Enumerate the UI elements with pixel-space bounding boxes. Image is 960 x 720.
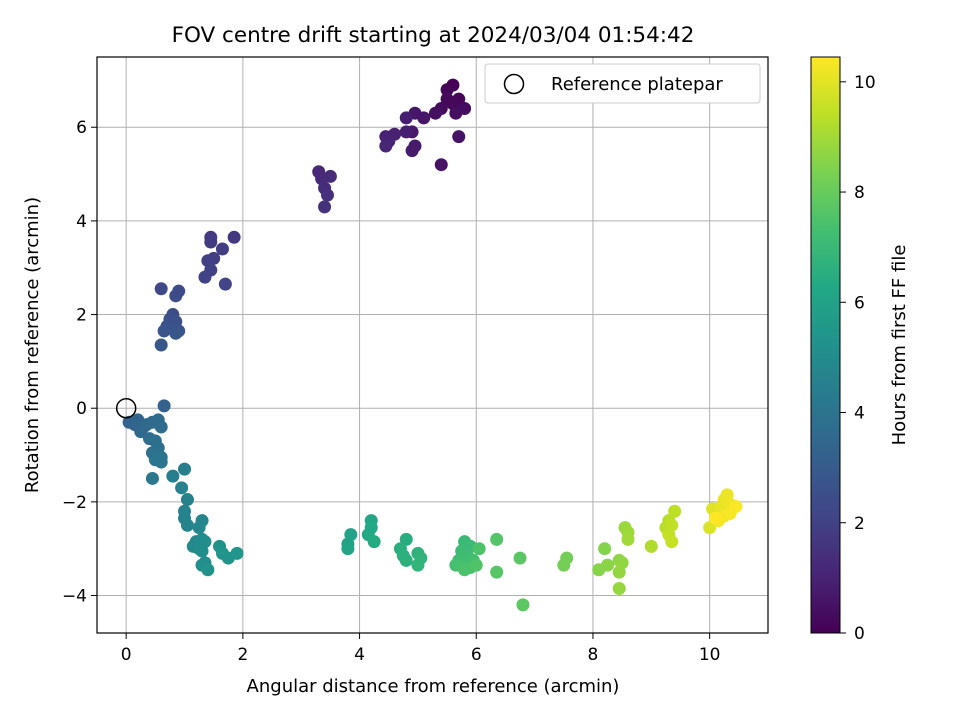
data-point <box>323 169 337 183</box>
data-point <box>490 532 504 546</box>
grid-lines <box>97 57 768 633</box>
data-point <box>411 558 425 572</box>
y-tick-label: 4 <box>76 212 87 232</box>
data-point <box>169 289 183 303</box>
colorbar-gradient <box>810 56 841 634</box>
data-point <box>192 521 206 535</box>
data-point <box>440 92 454 106</box>
data-point <box>428 106 442 120</box>
x-tick-label: 10 <box>699 645 721 665</box>
y-axis-label: Rotation from reference (arcmin) <box>22 197 43 493</box>
legend-entry-reference: Reference platepar <box>551 74 723 95</box>
data-point <box>490 565 504 579</box>
chart-title: FOV centre drift starting at 2024/03/04 … <box>172 23 695 48</box>
data-point <box>169 326 183 340</box>
data-point <box>399 125 413 139</box>
data-point <box>405 144 419 158</box>
data-point <box>399 111 413 125</box>
x-tick-label: 2 <box>237 645 248 665</box>
reference-platepar-marker <box>115 397 137 419</box>
colorbar-tick-label: 8 <box>854 183 865 203</box>
x-axis-label: Angular distance from reference (arcmin) <box>247 676 620 697</box>
data-point <box>198 270 212 284</box>
data-point <box>516 598 530 612</box>
data-point <box>598 542 612 556</box>
data-point <box>379 139 393 153</box>
data-point <box>218 277 232 291</box>
y-tick-label: 2 <box>76 306 87 326</box>
data-point <box>154 420 168 434</box>
data-point <box>729 500 743 514</box>
data-point <box>399 532 413 546</box>
data-point <box>668 504 682 518</box>
data-point <box>612 565 626 579</box>
x-axis-ticks: 0 2 4 6 8 10 <box>121 633 721 665</box>
data-point <box>708 511 722 525</box>
colorbar-tick-label: 4 <box>854 404 865 424</box>
data-point <box>154 455 168 469</box>
data-point <box>434 158 448 172</box>
data-point <box>452 130 466 144</box>
data-points <box>122 78 743 612</box>
data-point <box>703 521 717 535</box>
reference-marker <box>115 397 137 419</box>
data-point <box>157 399 171 413</box>
colorbar-label: Hours from first FF file <box>889 245 910 446</box>
x-tick-label: 6 <box>471 645 482 665</box>
x-tick-label: 4 <box>354 645 365 665</box>
legend: Reference platepar <box>484 63 761 104</box>
data-point <box>145 471 159 485</box>
data-point <box>513 551 527 565</box>
data-point <box>399 553 413 567</box>
data-point <box>178 462 192 476</box>
y-tick-label: 0 <box>76 399 87 419</box>
y-axis-ticks: −4 −2 0 2 4 6 <box>62 118 97 607</box>
data-point <box>227 230 241 244</box>
data-point <box>215 242 229 256</box>
data-point <box>180 518 194 532</box>
plot-frame <box>96 56 769 634</box>
data-point <box>175 481 189 495</box>
x-tick-label: 0 <box>121 645 132 665</box>
legend-box <box>484 63 761 104</box>
data-point <box>472 542 486 556</box>
data-point <box>601 558 615 572</box>
y-tick-label: −4 <box>62 587 87 607</box>
data-point <box>195 544 209 558</box>
y-tick-label: 6 <box>76 118 87 138</box>
colorbar: 0 2 4 6 8 10 Hours from first FF file <box>810 56 910 644</box>
data-point <box>157 324 171 338</box>
data-point <box>458 563 472 577</box>
data-point <box>154 282 168 296</box>
data-point <box>621 532 635 546</box>
data-point <box>204 235 218 249</box>
colorbar-tick-label: 10 <box>854 73 876 93</box>
x-tick-label: 8 <box>588 645 599 665</box>
data-point <box>320 188 334 202</box>
data-point <box>318 200 332 214</box>
data-point <box>644 539 658 553</box>
y-tick-label: −2 <box>62 493 87 513</box>
colorbar-tick-label: 0 <box>854 624 865 644</box>
data-point <box>154 338 168 352</box>
colorbar-tick-label: 6 <box>854 293 865 313</box>
legend-marker-icon <box>503 73 525 95</box>
data-point <box>230 546 244 560</box>
data-point <box>557 558 571 572</box>
colorbar-ticks: 0 2 4 6 8 10 <box>840 73 876 644</box>
data-point <box>449 106 463 120</box>
data-point <box>440 83 454 97</box>
data-point <box>665 535 679 549</box>
data-point <box>201 563 215 577</box>
data-point <box>367 535 381 549</box>
data-point <box>180 493 194 507</box>
data-point <box>341 542 355 556</box>
colorbar-tick-label: 2 <box>854 514 865 534</box>
data-point <box>166 469 180 483</box>
data-point <box>612 582 626 596</box>
data-point <box>469 558 483 572</box>
